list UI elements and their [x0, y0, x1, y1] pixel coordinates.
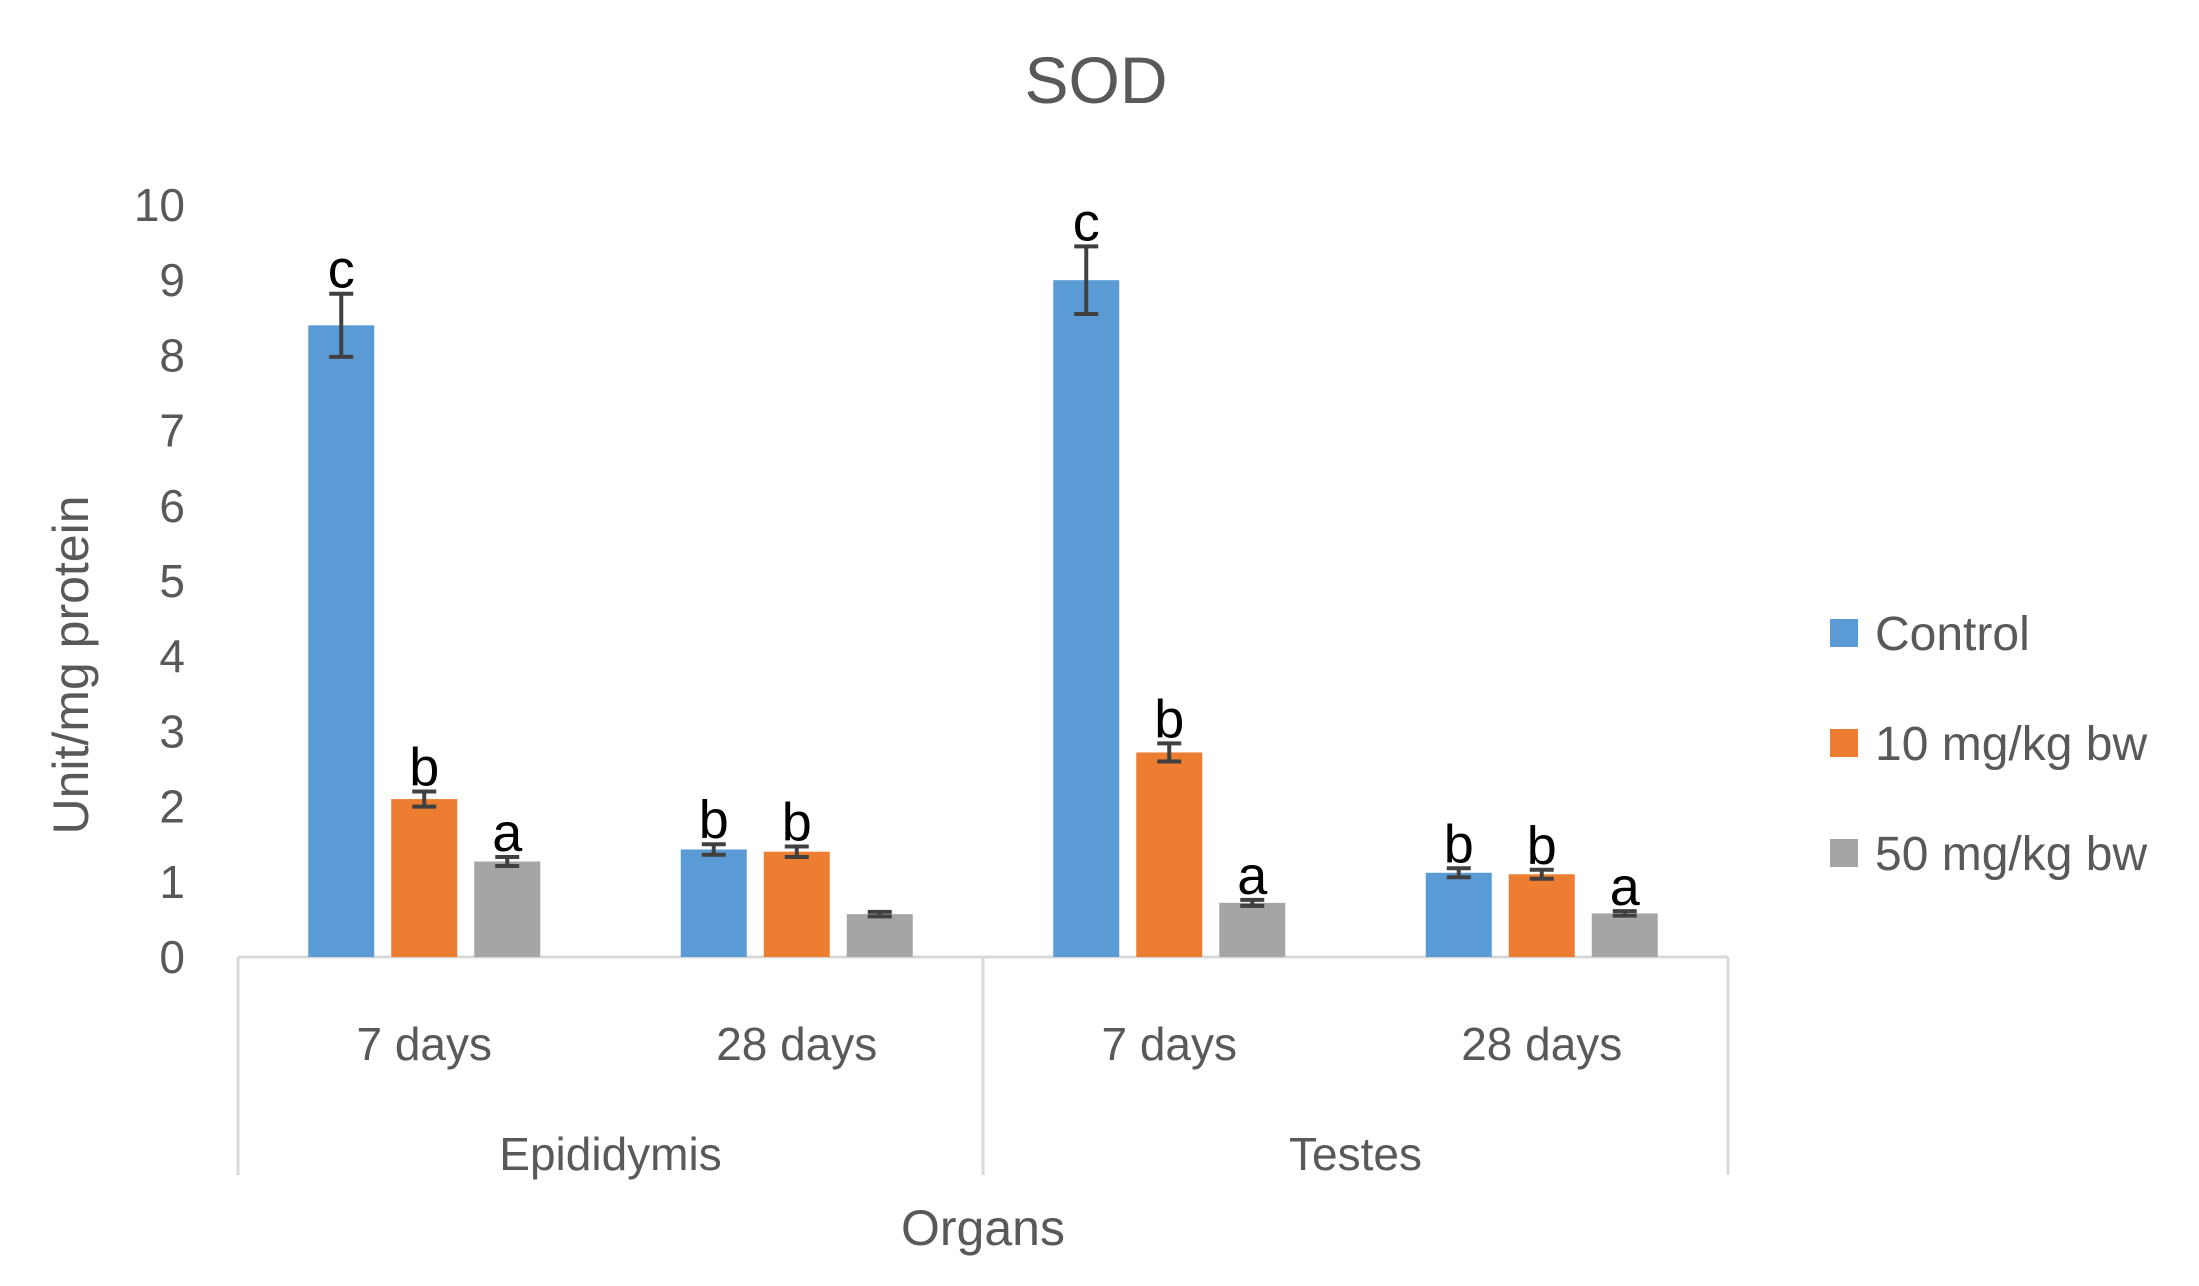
bar-2-3: [1591, 913, 1658, 957]
bar-1-2: [1136, 752, 1203, 957]
chart-title: SOD: [1024, 43, 1167, 117]
category-label: 7 days: [356, 1018, 492, 1070]
y-tick-label: 2: [159, 781, 185, 833]
y-tick-label: 10: [134, 179, 185, 231]
bar-2-2: [1219, 902, 1286, 957]
significance-label: b: [1444, 814, 1474, 874]
significance-label: b: [782, 792, 812, 852]
group-label: Testes: [1289, 1128, 1422, 1180]
y-tick-label: 8: [159, 329, 185, 381]
legend-swatch-1: [1830, 729, 1858, 757]
error-bars: [329, 244, 1637, 919]
significance-label: c: [328, 240, 355, 300]
category-label: 28 days: [716, 1018, 877, 1070]
bar-1-1: [763, 851, 830, 957]
bar-0-1: [680, 849, 747, 957]
legend: Control 10 mg/kg bw 50 mg/kg bw: [1830, 608, 2147, 881]
y-tick-label: 5: [159, 555, 185, 607]
legend-swatch-0: [1830, 619, 1858, 647]
x-axis-label: Organs: [901, 1200, 1065, 1256]
bar-0-2: [1053, 280, 1120, 957]
group-label: Epididymis: [499, 1128, 721, 1180]
significance-label: a: [492, 803, 523, 863]
error-bar-0-0: [329, 291, 354, 359]
bar-1-3: [1508, 874, 1575, 957]
legend-label-0: Control: [1875, 608, 2030, 661]
error-bar-0-3: [1446, 866, 1471, 880]
bar-2-0: [474, 861, 541, 957]
error-bar-2-1: [867, 909, 892, 919]
bar-0-3: [1425, 872, 1492, 957]
legend-swatch-2: [1830, 839, 1858, 867]
legend-label-1: 10 mg/kg bw: [1875, 718, 2147, 771]
y-axis-ticks: 0 1 2 3 4 5 6 7 8 9 10: [134, 179, 185, 983]
y-tick-label: 6: [159, 480, 185, 532]
legend-label-2: 50 mg/kg bw: [1875, 828, 2147, 881]
error-bar-1-2: [1157, 741, 1182, 764]
bar-1-0: [391, 799, 458, 957]
y-tick-label: 7: [159, 405, 185, 457]
y-axis-label: Unit/mg protein: [43, 495, 99, 834]
error-bar-2-0: [495, 854, 520, 869]
significance-label: a: [1237, 846, 1268, 906]
error-bar-1-1: [784, 844, 809, 859]
significance-label: b: [409, 738, 439, 798]
category-labels: 7 days 28 days 7 days 28 days Epididymis Test…: [356, 1018, 1622, 1180]
category-label: 7 days: [1101, 1018, 1237, 1070]
y-tick-label: 9: [159, 254, 185, 306]
significance-label: b: [1154, 689, 1184, 749]
y-tick-label: 3: [159, 705, 185, 757]
y-tick-label: 1: [159, 856, 185, 908]
category-label: 28 days: [1461, 1018, 1622, 1070]
y-tick-label: 0: [159, 931, 185, 983]
significance-label: b: [1527, 816, 1557, 876]
bar-0-0: [308, 325, 375, 957]
significance-label: a: [1610, 857, 1641, 917]
y-tick-label: 4: [159, 630, 185, 682]
error-bar-0-1: [701, 842, 726, 857]
bars: [308, 280, 1658, 957]
error-bar-2-3: [1612, 909, 1637, 918]
error-bar-0-2: [1074, 244, 1099, 317]
significance-label: c: [1073, 192, 1100, 252]
error-bar-2-2: [1240, 897, 1265, 908]
significance-label: b: [699, 790, 729, 850]
bar-2-1: [846, 914, 913, 957]
error-bar-1-0: [412, 789, 437, 809]
error-bar-1-3: [1529, 867, 1554, 881]
